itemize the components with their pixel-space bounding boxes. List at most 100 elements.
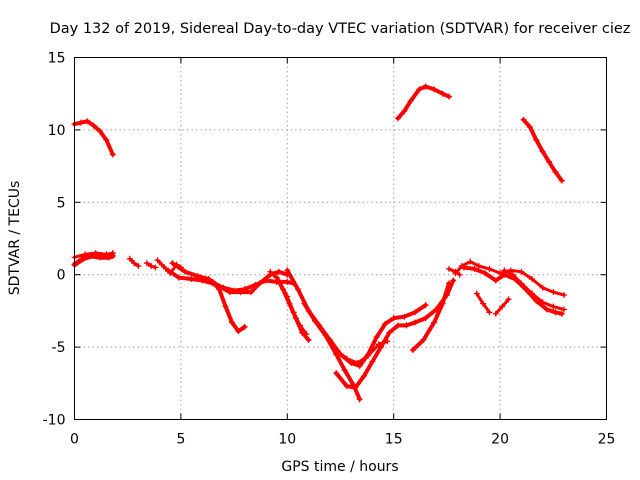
- data-point: [420, 336, 427, 343]
- data-point: [473, 290, 480, 297]
- data-point: [311, 318, 318, 325]
- data-point: [109, 249, 116, 256]
- data-point: [175, 274, 182, 281]
- data-point: [92, 249, 99, 256]
- data-point: [373, 333, 380, 340]
- data-point: [552, 168, 559, 175]
- data-point: [552, 309, 559, 316]
- data-point: [294, 286, 301, 293]
- data-point: [431, 319, 438, 326]
- data-point: [284, 278, 291, 285]
- data-point: [303, 331, 310, 338]
- data-point: [188, 276, 195, 283]
- data-point: [520, 116, 527, 123]
- data-point: [305, 336, 312, 343]
- y-tick-label: -5: [52, 340, 66, 356]
- data-point: [228, 319, 235, 326]
- data-point: [301, 300, 308, 307]
- data-point: [439, 300, 446, 307]
- data-point: [352, 384, 359, 391]
- data-point: [539, 299, 546, 306]
- data-point: [77, 119, 84, 126]
- data-point: [135, 263, 142, 270]
- data-point: [209, 278, 216, 285]
- data-point: [384, 338, 391, 345]
- x-tick-label: 5: [176, 432, 185, 448]
- data-point: [237, 289, 244, 296]
- data-point: [275, 268, 282, 275]
- data-point: [148, 263, 155, 270]
- data-point: [248, 289, 255, 296]
- data-point: [550, 289, 557, 296]
- data-point: [390, 315, 397, 322]
- y-tick-label: 15: [48, 51, 66, 67]
- data-point: [422, 302, 429, 309]
- data-point: [450, 277, 457, 284]
- data-point: [482, 270, 489, 277]
- data-point: [558, 177, 565, 184]
- data-point: [560, 291, 567, 298]
- data-point: [492, 310, 499, 317]
- data-point: [158, 261, 165, 268]
- data-arc-arc-13: [268, 270, 308, 336]
- data-point: [235, 328, 242, 335]
- data-point: [131, 260, 138, 267]
- data-point: [518, 280, 525, 287]
- data-arc-arc-16: [334, 278, 456, 390]
- data-point: [216, 286, 223, 293]
- data-point: [439, 90, 446, 97]
- data-point: [333, 370, 340, 377]
- data-point: [543, 306, 550, 313]
- ticks: 0 5 10 15 20 25 -10 -5 0 5 10 15: [43, 51, 616, 448]
- data-point: [409, 346, 416, 353]
- data-arc-arc-11: [210, 279, 247, 334]
- data-point: [297, 322, 304, 329]
- data-point: [533, 137, 540, 144]
- data-point: [275, 277, 282, 284]
- data-point: [343, 355, 350, 362]
- x-tick-label: 15: [385, 432, 403, 448]
- data-point: [290, 309, 297, 316]
- data-point: [411, 319, 418, 326]
- data-point: [152, 264, 159, 271]
- data-point: [546, 158, 553, 165]
- data-point: [354, 360, 361, 367]
- data-point: [446, 93, 453, 100]
- data-point: [558, 310, 565, 317]
- data-point: [529, 276, 536, 283]
- data-point: [407, 97, 414, 104]
- data-point: [526, 124, 533, 131]
- data-point: [341, 367, 348, 374]
- data-point: [284, 293, 291, 300]
- grid: [74, 57, 607, 420]
- data-point: [126, 255, 133, 262]
- data-point: [109, 151, 116, 158]
- data-point: [446, 280, 453, 287]
- data-layer: [71, 83, 567, 403]
- y-tick-label: 0: [57, 268, 66, 284]
- data-point: [401, 313, 408, 320]
- data-point: [480, 300, 487, 307]
- data-point: [539, 284, 546, 291]
- data-point: [103, 251, 110, 258]
- data-point: [529, 290, 536, 297]
- data-point: [422, 83, 429, 90]
- data-point: [518, 268, 525, 275]
- x-tick-label: 0: [70, 432, 79, 448]
- data-point: [411, 309, 418, 316]
- plot-frame: [74, 57, 607, 420]
- data-point: [467, 258, 474, 265]
- data-point: [486, 309, 493, 316]
- data-point: [194, 273, 201, 280]
- data-point: [165, 267, 172, 274]
- chart-title: Day 132 of 2019, Sidereal Day-to-day VTE…: [50, 21, 631, 37]
- data-point: [403, 322, 410, 329]
- data-arc-arc-2: [396, 84, 451, 121]
- data-point: [386, 329, 393, 336]
- data-point: [360, 373, 367, 380]
- data-point: [205, 276, 212, 283]
- data-point: [431, 86, 438, 93]
- data-point: [222, 303, 229, 310]
- data-point: [84, 118, 91, 125]
- data-point: [241, 323, 248, 330]
